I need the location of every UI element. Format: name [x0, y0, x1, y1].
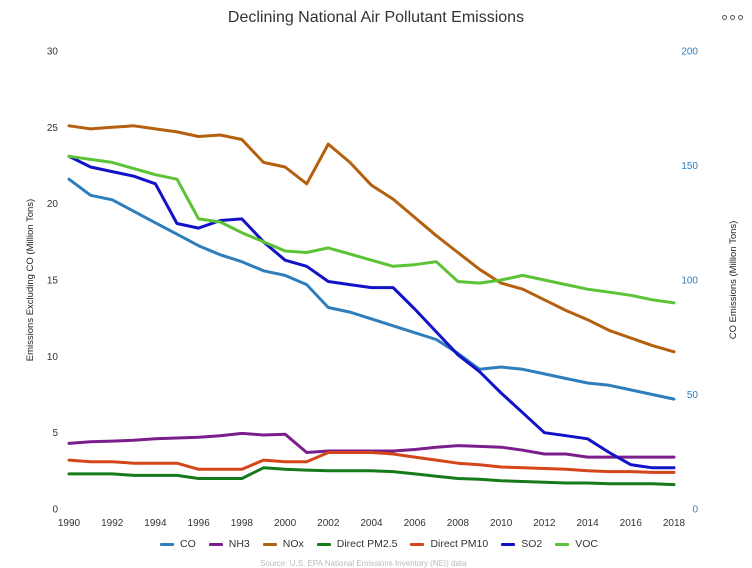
right-axis-ticks: 0 50 100 150 200	[681, 47, 698, 516]
x-axis-tick-label: 2014	[576, 518, 599, 529]
legend-item-so2[interactable]: SO2	[501, 538, 542, 550]
left-axis-tick-label: 10	[47, 352, 59, 363]
x-axis-tick-label: 1992	[101, 518, 124, 529]
series-line-direct-pm10[interactable]	[67, 451, 676, 474]
left-axis-title: Emissions Excluding CO (Million Tons)	[25, 199, 36, 361]
legend-label: SO2	[521, 538, 543, 550]
legend-item-direct-pm10[interactable]: Direct PM10	[410, 538, 488, 550]
x-axis-tick-label: 2002	[317, 518, 340, 529]
legend-item-nh3[interactable]: NH3	[208, 538, 250, 550]
chart-title: Declining National Air Pollutant Emissio…	[227, 9, 525, 26]
x-axis-tick-label: 2016	[620, 518, 643, 529]
left-axis-tick-label: 0	[52, 505, 58, 516]
x-axis-ticks: 1990 1992 1994 1996 1998 2000 2002 2004 2006 2008…	[58, 518, 686, 529]
series-line-co[interactable]	[67, 177, 676, 401]
series-line-voc[interactable]	[67, 154, 676, 305]
series-line-direct-pm2-5[interactable]	[67, 466, 676, 487]
series-line-so2[interactable]	[67, 154, 676, 470]
legend-swatch	[208, 542, 223, 546]
right-axis-tick-label: 100	[681, 276, 698, 287]
x-axis-tick-label: 1990	[58, 518, 81, 529]
x-axis-tick-label: 2000	[274, 518, 297, 529]
left-axis-tick-label: 15	[47, 276, 59, 287]
x-axis-tick-label: 2004	[360, 518, 383, 529]
legend-item-co[interactable]: CO	[160, 538, 196, 550]
legend-swatch	[262, 542, 277, 546]
legend-swatch	[555, 542, 570, 546]
x-axis-tick-label: 2008	[447, 518, 470, 529]
left-axis-tick-label: 5	[52, 428, 58, 439]
series-lines	[67, 124, 676, 487]
x-axis-tick-label: 2006	[404, 518, 427, 529]
left-axis-ticks: 0 5 10 15 20 25 30	[47, 47, 59, 516]
legend-swatch	[160, 542, 174, 546]
legend-item-voc[interactable]: VOC	[555, 538, 598, 550]
right-axis-tick-label: 150	[681, 161, 698, 172]
right-axis-tick-label: 50	[687, 390, 699, 401]
legend-swatch	[316, 542, 331, 546]
x-axis-tick-label: 2012	[533, 518, 556, 529]
left-axis-tick-label: 25	[47, 123, 59, 134]
x-axis-tick-label: 1994	[144, 518, 167, 529]
legend-item-nox[interactable]: NOx	[262, 538, 304, 550]
chart-legend: CO NH3 NOx Direct PM2.5 Direct PM10 SO2 VOC	[160, 537, 611, 551]
legend-swatch	[501, 542, 516, 546]
legend-label: NOx	[282, 538, 304, 550]
right-axis-tick-label: 200	[681, 47, 698, 58]
legend-label: CO	[180, 538, 196, 550]
source-note: Source: U.S. EPA National Emissions Inve…	[260, 559, 467, 568]
right-axis-title: CO Emissions (Million Tons)	[728, 221, 739, 340]
legend-label: Direct PM2.5	[336, 538, 398, 550]
series-line-nox[interactable]	[67, 124, 676, 354]
legend-label: Direct PM10	[430, 538, 489, 550]
left-axis-tick-label: 30	[47, 47, 59, 58]
legend-label: VOC	[575, 538, 598, 550]
legend-swatch	[410, 542, 425, 546]
x-axis-tick-label: 1998	[231, 518, 254, 529]
legend-item-direct-pm2-5[interactable]: Direct PM2.5	[316, 538, 398, 550]
x-axis-tick-label: 2010	[490, 518, 513, 529]
x-axis-tick-label: 1996	[188, 518, 211, 529]
right-axis-tick-label: 0	[692, 505, 698, 516]
left-axis-tick-label: 20	[47, 199, 59, 210]
x-axis-tick-label: 2018	[663, 518, 686, 529]
chart-menu-button[interactable]	[722, 12, 746, 24]
legend-label: NH3	[228, 538, 250, 550]
